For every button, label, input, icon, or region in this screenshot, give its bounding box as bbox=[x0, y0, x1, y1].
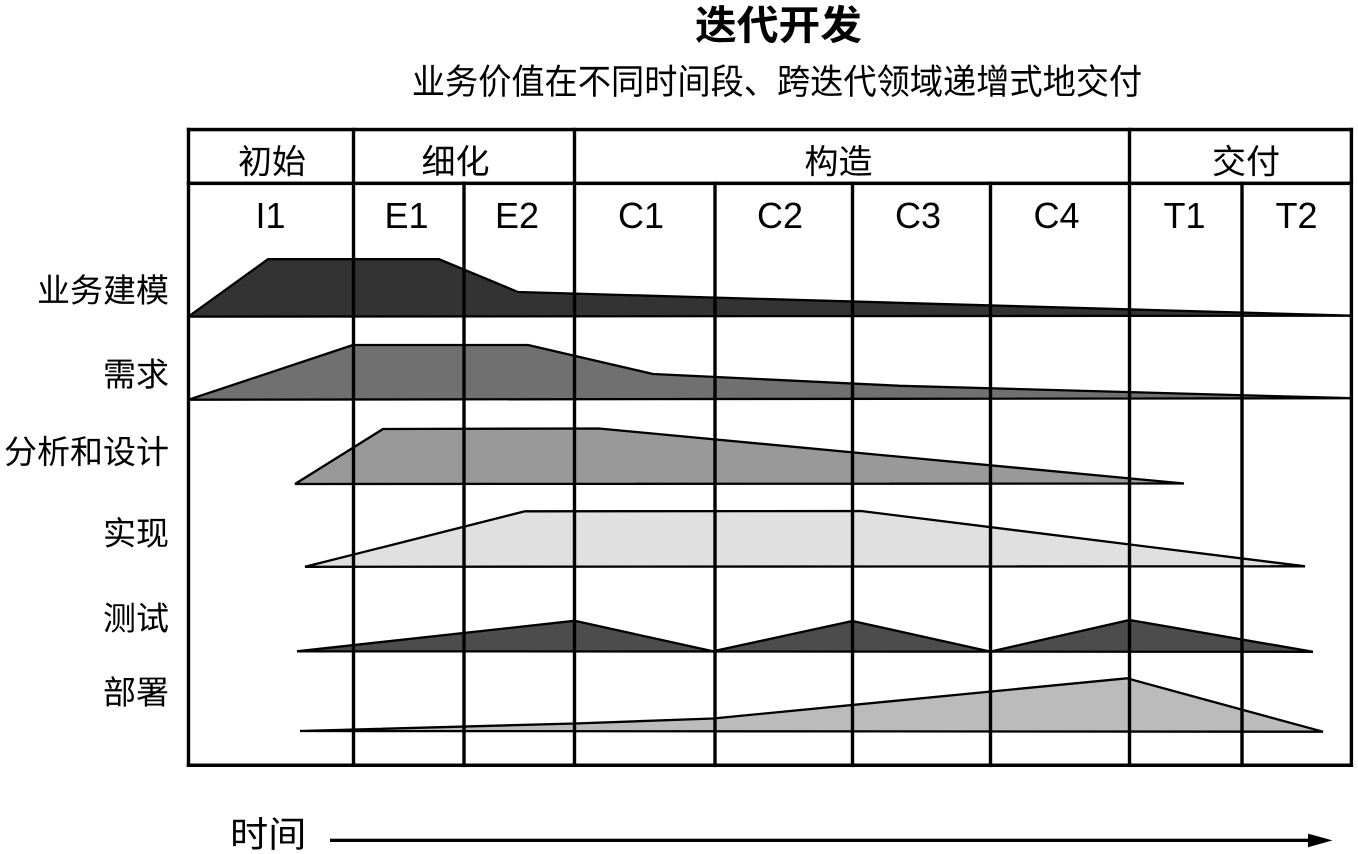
svg-text:I1: I1 bbox=[255, 195, 285, 236]
svg-text:C1: C1 bbox=[618, 195, 664, 236]
svg-text:C3: C3 bbox=[895, 195, 941, 236]
svg-text:C4: C4 bbox=[1033, 195, 1079, 236]
svg-text:T2: T2 bbox=[1275, 195, 1317, 236]
svg-text:E1: E1 bbox=[384, 195, 428, 236]
svg-text:T1: T1 bbox=[1163, 195, 1205, 236]
svg-text:C2: C2 bbox=[757, 195, 803, 236]
svg-text:E2: E2 bbox=[495, 195, 539, 236]
